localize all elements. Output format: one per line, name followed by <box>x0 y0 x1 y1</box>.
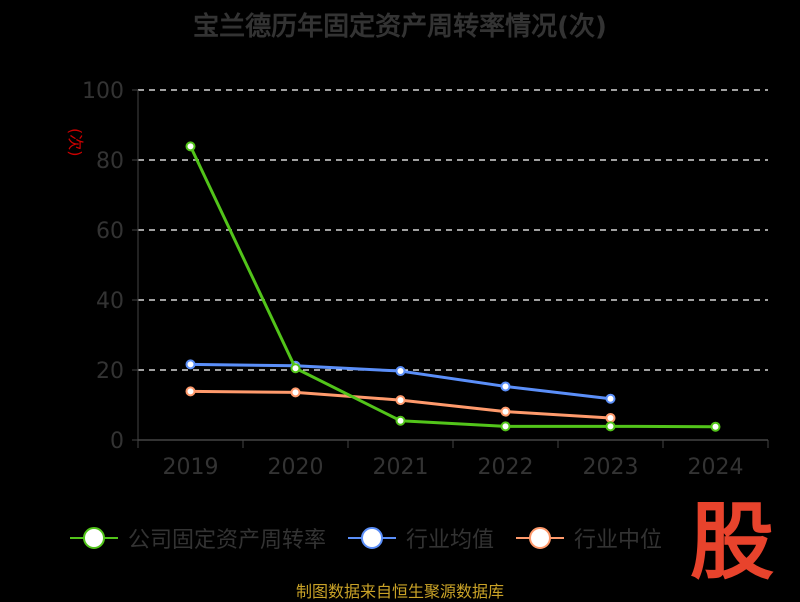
data-point-2-2022[interactable] <box>500 406 511 417</box>
legend-marker-industry-mean <box>348 526 397 550</box>
legend-item-industry-median[interactable]: 行业中位 <box>516 522 662 554</box>
axes: 0 20 40 60 80 100 2019 2020 2021 2022 2023 2024 <box>82 79 769 480</box>
y-tick-label-20: 20 <box>96 359 124 384</box>
legend-label-industry-mean: 行业均值 <box>406 528 495 553</box>
y-tick-label-100: 100 <box>82 79 124 104</box>
legend-marker-industry-median <box>516 526 565 550</box>
legend-item-company[interactable]: 公司固定资产周转率 <box>70 522 326 554</box>
data-source: 制图数据来自恒生聚源数据库 <box>295 582 504 601</box>
data-point-2-2020[interactable] <box>290 387 301 398</box>
legend: 公司固定资产周转率 行业均值 行业中位 <box>70 520 662 556</box>
x-tick-label-2023: 2023 <box>583 455 639 480</box>
y-tick-label-40: 40 <box>96 289 124 314</box>
y-tick-label-0: 0 <box>110 429 124 454</box>
data-point-0-2020[interactable] <box>290 363 301 374</box>
y-tick-label-60: 60 <box>96 219 124 244</box>
series-line-0 <box>189 145 716 429</box>
series-lines <box>185 141 721 432</box>
x-tick-label-2024: 2024 <box>688 455 744 480</box>
data-point-2-2021[interactable] <box>395 395 406 406</box>
data-point-1-2023[interactable] <box>605 393 616 404</box>
legend-label-industry-median: 行业中位 <box>574 528 663 553</box>
data-point-2-2019[interactable] <box>185 386 196 397</box>
legend-marker-company <box>70 526 118 550</box>
data-point-0-2022[interactable] <box>500 421 511 432</box>
data-point-1-2021[interactable] <box>395 366 406 377</box>
x-tick-label-2022: 2022 <box>478 455 534 480</box>
data-point-1-2022[interactable] <box>500 381 511 392</box>
data-point-0-2024[interactable] <box>710 421 721 432</box>
chart-title: 宝兰德历年固定资产周转率情况(次) <box>193 12 607 42</box>
grid-lines <box>138 89 768 371</box>
legend-item-industry-mean[interactable]: 行业均值 <box>348 522 494 554</box>
x-tick-label-2020: 2020 <box>268 455 324 480</box>
legend-label-company: 公司固定资产周转率 <box>128 528 327 553</box>
data-point-0-2021[interactable] <box>395 415 406 426</box>
brand-logo: 股 <box>690 493 775 591</box>
y-axis-label: (次) <box>66 128 85 157</box>
y-tick-label-80: 80 <box>96 149 124 174</box>
data-point-0-2023[interactable] <box>605 421 616 432</box>
data-point-1-2019[interactable] <box>185 359 196 370</box>
x-tick-label-2021: 2021 <box>373 455 429 480</box>
data-point-0-2019[interactable] <box>185 141 196 152</box>
x-tick-label-2019: 2019 <box>163 455 219 480</box>
data-point-2-2023[interactable] <box>605 412 616 423</box>
